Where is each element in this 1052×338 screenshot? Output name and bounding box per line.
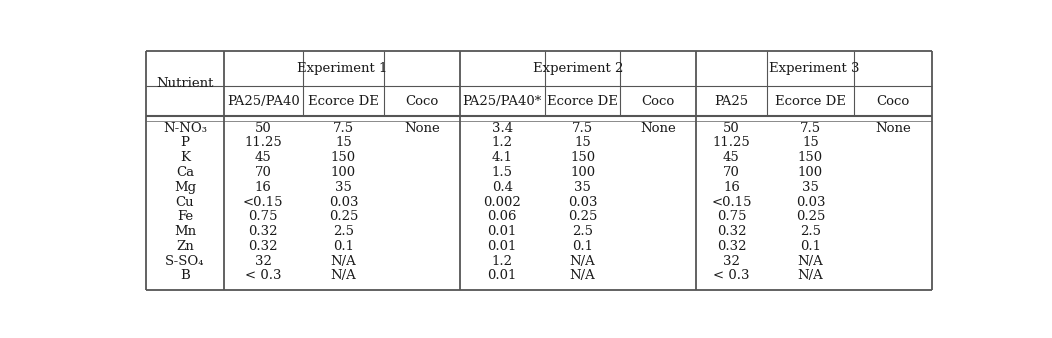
Text: 0.03: 0.03	[328, 196, 359, 209]
Text: K: K	[180, 151, 190, 164]
Text: 0.06: 0.06	[487, 210, 517, 223]
Text: 16: 16	[723, 181, 740, 194]
Text: 0.25: 0.25	[568, 210, 598, 223]
Text: < 0.3: < 0.3	[713, 269, 750, 283]
Text: 0.1: 0.1	[800, 240, 821, 253]
Text: 35: 35	[335, 181, 352, 194]
Text: 70: 70	[255, 166, 271, 179]
Text: Experiment 1: Experiment 1	[297, 62, 387, 75]
Text: N/A: N/A	[797, 269, 824, 283]
Text: N/A: N/A	[570, 269, 595, 283]
Text: 100: 100	[570, 166, 595, 179]
Text: 150: 150	[570, 151, 595, 164]
Text: < 0.3: < 0.3	[245, 269, 282, 283]
Text: PA25/PA40*: PA25/PA40*	[463, 95, 542, 107]
Text: Fe: Fe	[177, 210, 193, 223]
Text: 7.5: 7.5	[572, 122, 593, 135]
Text: Coco: Coco	[876, 95, 910, 107]
Text: 0.32: 0.32	[716, 225, 746, 238]
Text: Mg: Mg	[174, 181, 196, 194]
Text: P: P	[180, 137, 189, 149]
Text: 1.2: 1.2	[491, 137, 512, 149]
Text: 35: 35	[574, 181, 591, 194]
Text: 32: 32	[723, 255, 740, 268]
Text: Ecorce DE: Ecorce DE	[775, 95, 846, 107]
Text: 0.03: 0.03	[795, 196, 825, 209]
Text: Ecorce DE: Ecorce DE	[308, 95, 379, 107]
Text: 0.75: 0.75	[248, 210, 278, 223]
Text: 4.1: 4.1	[491, 151, 512, 164]
Text: 2.5: 2.5	[333, 225, 353, 238]
Text: Mn: Mn	[174, 225, 196, 238]
Text: 0.75: 0.75	[716, 210, 746, 223]
Text: Coco: Coco	[642, 95, 674, 107]
Text: 45: 45	[723, 151, 740, 164]
Text: <0.15: <0.15	[243, 196, 283, 209]
Text: 0.01: 0.01	[488, 240, 517, 253]
Text: 1.2: 1.2	[491, 255, 512, 268]
Text: None: None	[641, 122, 676, 135]
Text: 3.4: 3.4	[491, 122, 513, 135]
Text: 0.25: 0.25	[795, 210, 825, 223]
Text: PA25: PA25	[714, 95, 748, 107]
Text: 0.002: 0.002	[484, 196, 521, 209]
Text: Coco: Coco	[405, 95, 439, 107]
Text: 0.01: 0.01	[488, 225, 517, 238]
Text: 0.01: 0.01	[488, 269, 517, 283]
Text: 50: 50	[723, 122, 740, 135]
Text: N/A: N/A	[570, 255, 595, 268]
Text: 1.5: 1.5	[491, 166, 512, 179]
Text: 15: 15	[336, 137, 351, 149]
Text: 11.25: 11.25	[244, 137, 282, 149]
Text: None: None	[875, 122, 911, 135]
Text: 45: 45	[255, 151, 271, 164]
Text: Experiment 3: Experiment 3	[769, 62, 859, 75]
Text: N-NO₃: N-NO₃	[163, 122, 207, 135]
Text: 70: 70	[723, 166, 740, 179]
Text: B: B	[180, 269, 189, 283]
Text: 15: 15	[574, 137, 591, 149]
Text: 7.5: 7.5	[800, 122, 821, 135]
Text: 0.03: 0.03	[568, 196, 598, 209]
Text: 2.5: 2.5	[572, 225, 593, 238]
Text: None: None	[404, 122, 440, 135]
Text: 0.25: 0.25	[329, 210, 358, 223]
Text: 100: 100	[797, 166, 823, 179]
Text: 35: 35	[802, 181, 818, 194]
Text: 2.5: 2.5	[800, 225, 821, 238]
Text: Experiment 2: Experiment 2	[532, 62, 623, 75]
Text: <0.15: <0.15	[711, 196, 751, 209]
Text: Nutrient: Nutrient	[156, 77, 214, 90]
Text: N/A: N/A	[797, 255, 824, 268]
Text: 0.32: 0.32	[716, 240, 746, 253]
Text: Cu: Cu	[176, 196, 195, 209]
Text: 15: 15	[802, 137, 818, 149]
Text: 0.1: 0.1	[572, 240, 593, 253]
Text: 100: 100	[331, 166, 356, 179]
Text: S-SO₄: S-SO₄	[165, 255, 205, 268]
Text: 11.25: 11.25	[712, 137, 750, 149]
Text: N/A: N/A	[330, 269, 357, 283]
Text: 150: 150	[797, 151, 823, 164]
Text: 0.1: 0.1	[333, 240, 353, 253]
Text: 7.5: 7.5	[332, 122, 355, 135]
Text: PA25/PA40: PA25/PA40	[227, 95, 300, 107]
Text: 32: 32	[255, 255, 271, 268]
Text: 50: 50	[255, 122, 271, 135]
Text: 0.32: 0.32	[248, 240, 278, 253]
Text: Ca: Ca	[176, 166, 194, 179]
Text: 0.4: 0.4	[491, 181, 512, 194]
Text: 0.32: 0.32	[248, 225, 278, 238]
Text: N/A: N/A	[330, 255, 357, 268]
Text: Ecorce DE: Ecorce DE	[547, 95, 618, 107]
Text: 150: 150	[331, 151, 356, 164]
Text: 16: 16	[255, 181, 271, 194]
Text: Zn: Zn	[176, 240, 194, 253]
